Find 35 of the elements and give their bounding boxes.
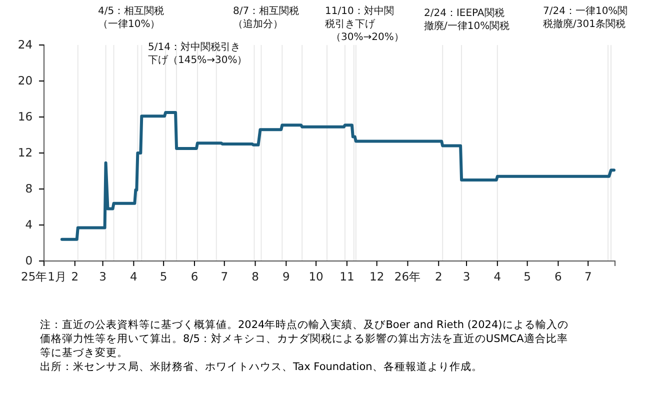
y-tick-label: 0 <box>25 254 33 268</box>
x-tick-label: 12 <box>370 270 384 284</box>
y-tick-label: 16 <box>18 110 33 124</box>
x-tick-label: 25年1月 <box>21 270 67 284</box>
x-tick-label: 4 <box>130 270 138 284</box>
text: 7/24：一律10%関税撤廃/301条関税 <box>543 6 628 30</box>
y-tick-label: 12 <box>18 146 33 160</box>
x-tick-label: 26年 <box>394 270 422 284</box>
x-tick-label: 6 <box>190 270 198 284</box>
x-tick-label: 2 <box>434 270 442 284</box>
text: 出所：米センサス局、米財務省、ホワイトハウス、Tax Foundation、各種報道より作成。 <box>40 360 484 374</box>
y-tick-label: 8 <box>25 182 33 196</box>
annotation: 5/14：対中関税引き下げ（145%→30%） <box>148 41 248 66</box>
x-tick-label: 5 <box>524 270 531 284</box>
x-tick-label: 10 <box>308 270 324 284</box>
text: 4/5：相互関税（一律10%） <box>98 5 164 30</box>
y-tick-label: 24 <box>18 38 33 52</box>
text: 注：直近の公表資料等に基づく概算値。2024年時点の輸入実績、及びBoer and Rieth (2024)による輸入の価格弾力性等を用いて算出。8/5：対メキシコ、カナダ関税による影響の算出方法を直近のUSMCA適合比率等に基づき変更。 <box>40 318 570 360</box>
y-tick-label: 20 <box>18 74 33 88</box>
x-tick-label: 7 <box>220 270 228 284</box>
y-tick-label: 4 <box>25 218 33 232</box>
x-tick-label: 4 <box>494 270 502 284</box>
text: 2/24：IEEPA関税撤廃/一律10%関税 <box>424 7 510 32</box>
text: 8/7：相互関税（追加分） <box>233 5 300 30</box>
x-tick-label: 9 <box>282 270 290 284</box>
x-tick-label: 2 <box>71 270 79 284</box>
x-tick-label: 6 <box>554 270 562 284</box>
x-tick-label: 8 <box>252 270 259 284</box>
x-tick-label: 3 <box>462 270 470 284</box>
x-tick-label: 7 <box>584 270 592 284</box>
x-tick-label: 5 <box>160 270 168 284</box>
text: 11/10：対中関税引き下げ（30%→20%） <box>325 5 404 43</box>
line-series <box>60 111 616 241</box>
x-tick-label: 11 <box>340 270 354 284</box>
x-tick-label: 3 <box>99 270 106 284</box>
